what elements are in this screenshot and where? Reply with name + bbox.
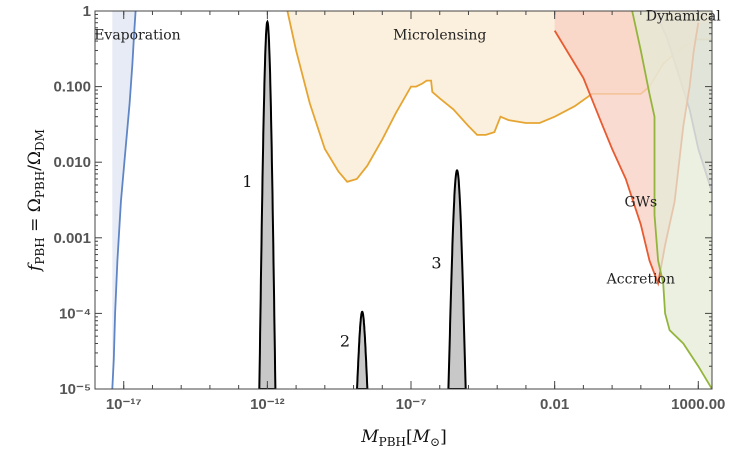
y-tick-label: 0.010	[53, 154, 91, 171]
x-axis-title-bracket: [	[406, 427, 413, 447]
peak-label-3: 3	[431, 254, 441, 273]
y-axis-title-slash: /Ω	[25, 151, 45, 171]
region-label-gws: GWs	[624, 194, 657, 210]
x-tick-label: 10⁻⁷	[396, 396, 427, 413]
region-label-evaporation: Evaporation	[94, 27, 180, 43]
y-axis-title-sub2: PBH	[33, 171, 47, 198]
peak-1	[258, 19, 277, 389]
x-axis-title-sub: PBH	[379, 435, 406, 449]
x-tick-label: 1000.00	[671, 396, 725, 413]
region-boundary-accretion	[631, 11, 712, 389]
axis-ticks	[94, 10, 712, 390]
y-axis-title-eq: = Ω	[25, 198, 45, 237]
x-tick-label: 10⁻¹²	[250, 396, 285, 413]
x-axis-title-m: M	[360, 427, 379, 447]
peak-3	[447, 168, 467, 389]
region-label-accretion: Accretion	[606, 271, 675, 287]
x-axis-title-m2: M	[412, 427, 431, 447]
mass-function-peaks	[258, 19, 467, 389]
region-boundary-evaporation	[111, 11, 137, 389]
y-axis-title-sub3: DM	[33, 129, 47, 151]
plot-frame	[94, 10, 713, 390]
constraint-regions	[111, 11, 712, 389]
y-axis-title: fPBH = ΩPBH/ΩDM	[25, 129, 47, 273]
y-tick-label: 10⁻⁴	[59, 305, 91, 322]
x-axis-title-close: ]	[440, 427, 447, 447]
peak-label-1: 1	[242, 172, 252, 191]
tick-labels: 10⁻¹⁷ 10⁻¹² 10⁻⁷ 0.01 1000.00 10⁻⁵ 10⁻⁴ 0.001 0.…	[53, 3, 725, 413]
peak-2	[355, 310, 369, 389]
y-tick-label: 1	[83, 3, 91, 20]
peak-label-2: 2	[340, 332, 350, 351]
peak-labels: 1 2 3	[242, 172, 441, 351]
y-tick-label: 0.001	[53, 230, 91, 247]
y-tick-label: 0.100	[53, 79, 91, 96]
y-tick-label: 10⁻⁵	[59, 381, 91, 398]
x-tick-label: 10⁻¹⁷	[106, 396, 142, 413]
region-label-microlensing: Microlensing	[393, 27, 486, 43]
region-labels: Evaporation Microlensing Dynamical GWs Accre…	[94, 8, 721, 287]
x-axis-title: MPBH[M⊙]	[360, 427, 447, 449]
x-axis-title-sun: ⊙	[430, 435, 440, 449]
y-axis-title-sub1: PBH	[33, 237, 47, 264]
y-axis-title-f: f	[25, 262, 45, 273]
region-label-dynamical: Dynamical	[646, 8, 721, 24]
x-tick-label: 0.01	[540, 396, 569, 413]
